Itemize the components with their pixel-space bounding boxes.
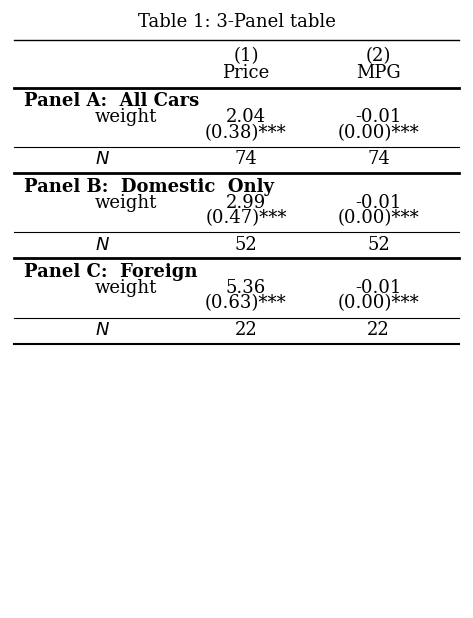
Text: (0.47)***: (0.47)*** [205, 209, 287, 227]
Text: $N$: $N$ [95, 235, 110, 254]
Text: (0.00)***: (0.00)*** [338, 124, 419, 142]
Text: 22: 22 [367, 321, 390, 339]
Text: (1): (1) [233, 46, 259, 65]
Text: (0.00)***: (0.00)*** [338, 294, 419, 313]
Text: 52: 52 [367, 235, 390, 254]
Text: weight: weight [95, 108, 157, 127]
Text: (0.38)***: (0.38)*** [205, 124, 287, 142]
Text: 74: 74 [235, 150, 257, 169]
Text: 52: 52 [235, 235, 257, 254]
Text: MPG: MPG [356, 64, 401, 82]
Text: Panel C:  Foreign: Panel C: Foreign [24, 263, 197, 281]
Text: 74: 74 [367, 150, 390, 169]
Text: Panel A:  All Cars: Panel A: All Cars [24, 92, 199, 111]
Text: 22: 22 [235, 321, 257, 339]
Text: -0.01: -0.01 [355, 108, 402, 127]
Text: 2.99: 2.99 [226, 193, 266, 212]
Text: (0.63)***: (0.63)*** [205, 294, 287, 313]
Text: (2): (2) [366, 46, 391, 65]
Text: 2.04: 2.04 [226, 108, 266, 127]
Text: weight: weight [95, 279, 157, 297]
Text: (0.00)***: (0.00)*** [338, 209, 419, 227]
Text: 5.36: 5.36 [226, 279, 266, 297]
Text: Panel B:  Domestic  Only: Panel B: Domestic Only [24, 177, 274, 196]
Text: Price: Price [222, 64, 270, 82]
Text: -0.01: -0.01 [355, 193, 402, 212]
Text: $N$: $N$ [95, 321, 110, 339]
Text: weight: weight [95, 193, 157, 212]
Text: -0.01: -0.01 [355, 279, 402, 297]
Text: $N$: $N$ [95, 150, 110, 169]
Text: Table 1: 3-Panel table: Table 1: 3-Panel table [138, 12, 335, 31]
